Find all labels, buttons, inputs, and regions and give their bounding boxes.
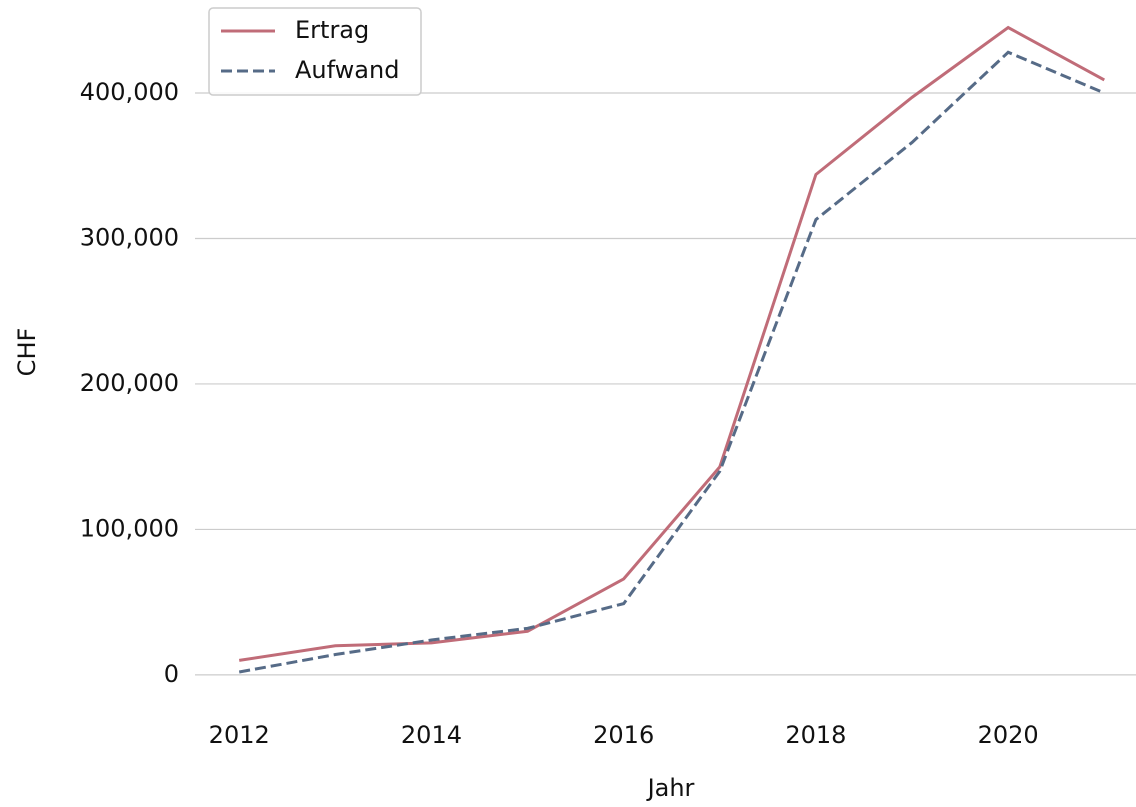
legend-label: Ertrag <box>295 16 369 44</box>
x-tick-label: 2018 <box>785 721 846 749</box>
x-tick-label: 2012 <box>209 721 270 749</box>
x-tick-label: 2014 <box>401 721 462 749</box>
series-line <box>238 50 1105 674</box>
legend-label: Aufwand <box>295 56 399 84</box>
y-tick-label: 400,000 <box>80 78 179 106</box>
y-tick-label: 300,000 <box>80 223 179 251</box>
y-tick-label: 0 <box>164 660 179 688</box>
y-tick-label: 200,000 <box>80 369 179 397</box>
x-axis-label: Jahr <box>646 774 695 802</box>
series-line <box>238 25 1105 662</box>
y-tick-label: 100,000 <box>80 514 179 542</box>
x-tick-label: 2020 <box>978 721 1039 749</box>
x-tick-label: 2016 <box>593 721 654 749</box>
y-axis-label: CHF <box>13 328 41 377</box>
